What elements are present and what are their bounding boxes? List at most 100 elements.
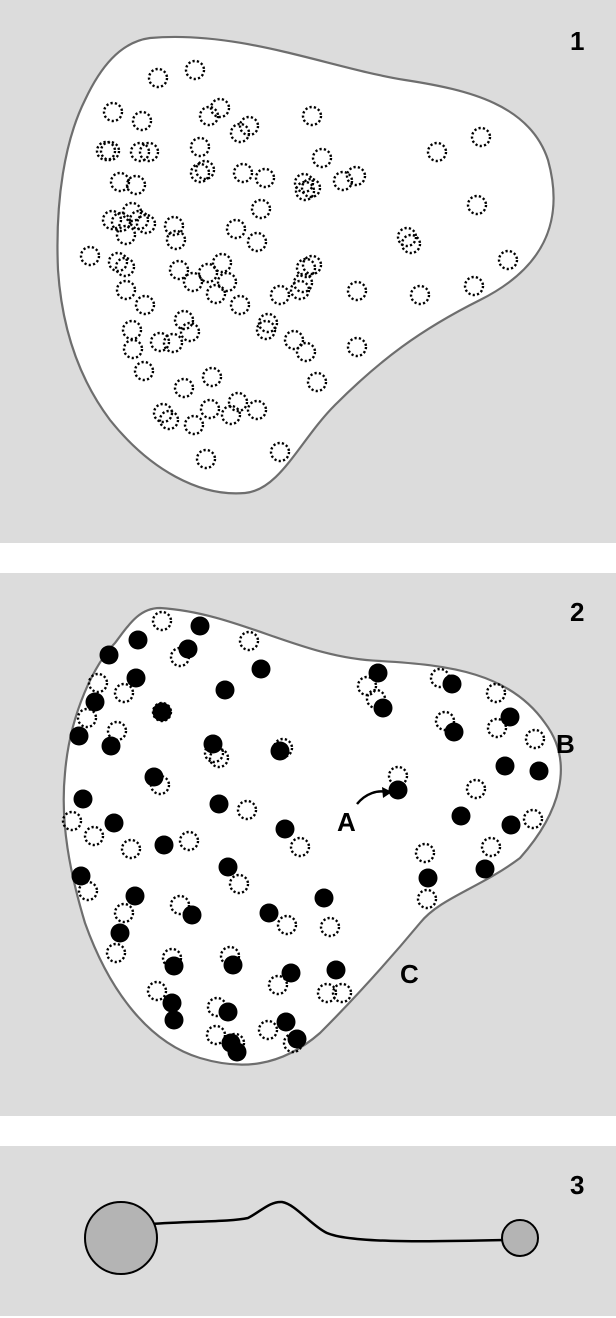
dotted-ring: [466, 194, 488, 216]
solid-dot: [162, 993, 182, 1013]
solid-dot: [110, 923, 130, 943]
solid-dot: [500, 707, 520, 727]
dotted-ring: [83, 825, 105, 847]
dotted-ring: [162, 332, 184, 354]
dotted-ring: [189, 136, 211, 158]
arrowhead: [382, 787, 392, 798]
panel-number-1: 1: [570, 26, 584, 56]
dotted-ring: [400, 233, 422, 255]
solid-dot: [442, 674, 462, 694]
dotted-ring: [331, 982, 353, 1004]
dotted-ring: [220, 404, 242, 426]
dotted-ring: [113, 902, 135, 924]
dotted-ring: [79, 245, 101, 267]
dotted-ring: [295, 257, 317, 279]
solid-dot: [209, 794, 229, 814]
dotted-ring: [122, 338, 144, 360]
solid-dot: [71, 866, 91, 886]
solid-dot: [218, 857, 238, 877]
panel-3: 3: [0, 1146, 616, 1316]
solid-dot: [495, 756, 515, 776]
solid-dot: [276, 1012, 296, 1032]
dotted-ring: [129, 141, 151, 163]
dotted-ring: [236, 799, 258, 821]
dotted-ring: [115, 224, 137, 246]
solid-dot: [529, 761, 549, 781]
dotted-ring: [345, 165, 367, 187]
solid-dot: [373, 698, 393, 718]
solid-dot: [182, 905, 202, 925]
dotted-ring: [409, 284, 431, 306]
dotted-ring: [203, 742, 225, 764]
dotted-ring: [138, 141, 160, 163]
dotted-ring: [99, 140, 121, 162]
solid-dot: [368, 663, 388, 683]
solid-dot: [314, 888, 334, 908]
panel-2-diagram: A B C 2: [61, 597, 584, 1066]
dotted-ring: [105, 942, 127, 964]
dotted-ring: [216, 271, 238, 293]
dotted-ring: [61, 810, 83, 832]
dotted-ring: [229, 294, 251, 316]
dotted-ring: [151, 610, 173, 632]
solid-dot: [73, 789, 93, 809]
solid-dot: [101, 736, 121, 756]
connecting-process: [149, 1200, 506, 1243]
solid-dot: [125, 886, 145, 906]
dotted-ring: [205, 283, 227, 305]
solid-dot: [218, 1002, 238, 1022]
dotted-ring: [289, 836, 311, 858]
solid-dot: [85, 692, 105, 712]
dotted-ring: [480, 836, 502, 858]
dotted-ring: [229, 122, 251, 144]
solid-dot: [270, 741, 290, 761]
solid-dot: [451, 806, 471, 826]
dotted-ring: [332, 170, 354, 192]
label-a: A: [337, 807, 356, 837]
dotted-ring: [87, 672, 109, 694]
dotted-ring-group-1: [79, 59, 519, 470]
solid-dot: [418, 868, 438, 888]
dotted-ring: [135, 213, 157, 235]
dotted-ring: [319, 916, 341, 938]
dotted-ring: [131, 110, 153, 132]
dotted-ring: [486, 717, 508, 739]
dotted-ring: [254, 167, 276, 189]
dotted-ring: [294, 180, 316, 202]
dotted-ring: [109, 171, 131, 193]
dotted-ring: [346, 336, 368, 358]
dotted-ring: [209, 97, 231, 119]
dotted-ring: [125, 174, 147, 196]
dotted-ring: [179, 321, 201, 343]
dotted-ring: [470, 126, 492, 148]
dotted-ring: [197, 262, 219, 284]
solid-dot: [251, 659, 271, 679]
solid-dot: [475, 859, 495, 879]
solid-dot: [223, 955, 243, 975]
dotted-ring: [183, 414, 205, 436]
solid-dot: [144, 767, 164, 787]
dotted-ring: [168, 259, 190, 281]
solid-dot: [501, 815, 521, 835]
dotted-ring: [158, 409, 180, 431]
dotted-ring: [134, 294, 156, 316]
solid-dot: [287, 1029, 307, 1049]
dotted-ring: [426, 141, 448, 163]
panel-1-diagram: 1: [56, 26, 584, 495]
panel-2: A B C 2: [0, 573, 616, 1116]
dotted-ring: [238, 630, 260, 652]
solid-dot: [326, 960, 346, 980]
dotted-ring: [269, 284, 291, 306]
dotted-ring: [246, 231, 268, 253]
dotted-ring: [173, 309, 195, 331]
dotted-ring: [396, 226, 418, 248]
dotted-ring: [169, 894, 191, 916]
dotted-ring: [198, 105, 220, 127]
panel-number-3: 3: [570, 1170, 584, 1200]
dotted-ring: [316, 982, 338, 1004]
dotted-ring: [120, 838, 142, 860]
dotted-ring: [195, 448, 217, 470]
dotted-ring: [301, 254, 323, 276]
label-b: B: [556, 729, 575, 759]
dotted-ring: [255, 319, 277, 341]
